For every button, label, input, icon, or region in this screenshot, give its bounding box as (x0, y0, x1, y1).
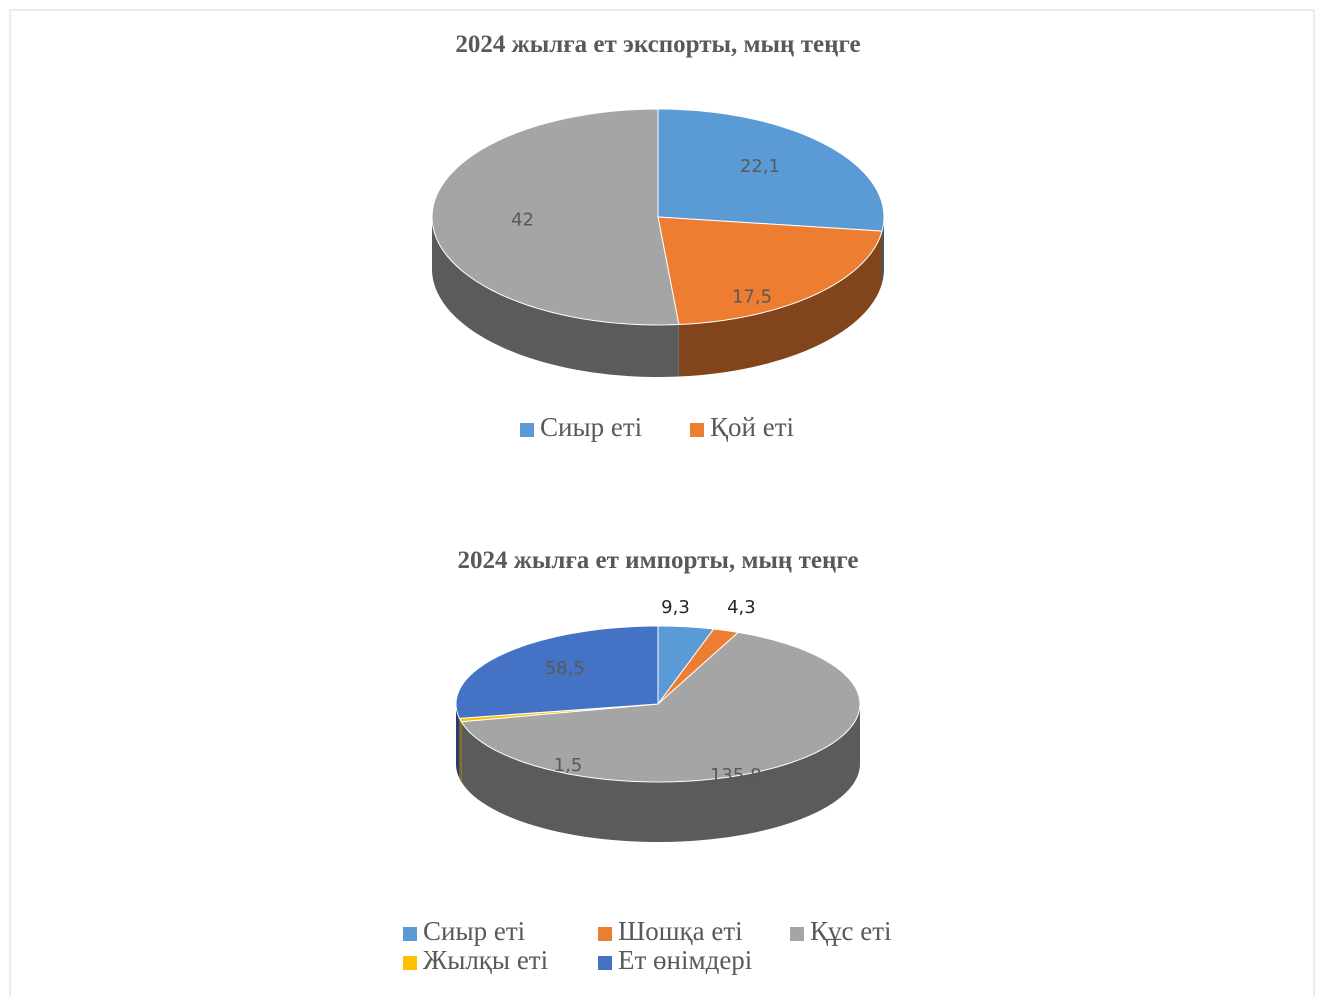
data-label: 9,3 (661, 597, 690, 618)
chart-title: 2024 жылға ет экспорты, мың теңге (455, 31, 860, 58)
slice (460, 631, 861, 783)
slice (458, 703, 659, 723)
slice (455, 625, 659, 719)
legend-swatch (598, 956, 612, 970)
slice-side (432, 217, 679, 377)
data-label: 22,1 (740, 156, 780, 177)
slice (657, 108, 885, 232)
legend-label: Шошқа еті (618, 916, 743, 946)
legend-label: Сиыр еті (423, 916, 525, 946)
legend-label: Жылқы еті (423, 945, 548, 975)
slice-side (461, 704, 860, 842)
legend-label: Құс еті (810, 916, 892, 946)
slice-side (459, 718, 462, 782)
legend-swatch (403, 927, 417, 941)
legend-label: Ет өнімдері (618, 945, 752, 975)
data-label: 135,8 (710, 765, 762, 786)
chart-title: 2024 жылға ет импорты, мың теңге (458, 547, 859, 574)
slice (657, 628, 740, 705)
legend-swatch (520, 423, 534, 437)
legend-label: Қой еті (710, 412, 794, 442)
slice-side (456, 704, 460, 779)
legend-swatch (598, 927, 612, 941)
slice-side (882, 217, 884, 284)
data-label: 17,5 (732, 286, 772, 307)
data-label: 1,5 (554, 755, 583, 776)
legend-swatch (790, 927, 804, 941)
slice (657, 216, 883, 326)
legend-swatch (403, 956, 417, 970)
legend-label: Сиыр еті (540, 412, 642, 442)
data-label: 58,5 (545, 658, 585, 679)
legend-swatch (690, 423, 704, 437)
slice-side (678, 231, 883, 377)
data-label: 4,3 (727, 597, 756, 618)
slice (431, 108, 680, 326)
data-label: 42 (511, 209, 534, 230)
